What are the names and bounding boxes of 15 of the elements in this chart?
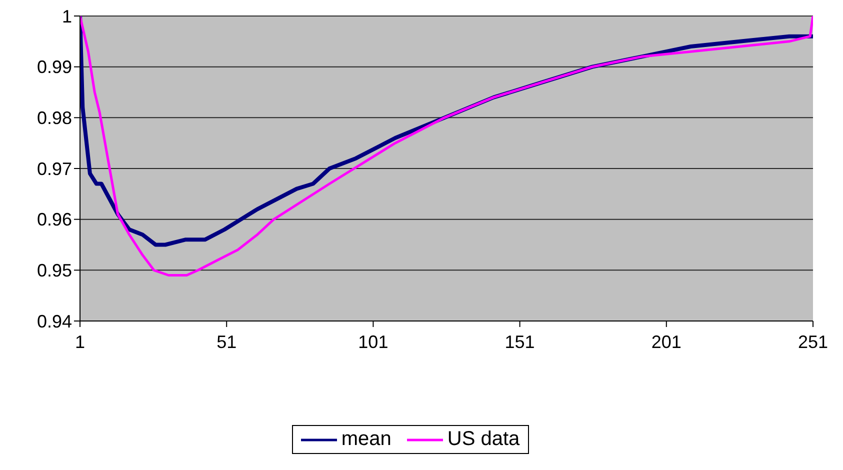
- y-tick-label: 0.97: [36, 158, 72, 179]
- y-tick-label: 0.98: [36, 108, 72, 128]
- x-tick-label: 201: [651, 332, 682, 352]
- x-tick-label: 251: [798, 332, 828, 352]
- x-tick-label: 101: [358, 332, 388, 352]
- legend-label: mean: [340, 428, 392, 451]
- x-tick-label: 1: [74, 332, 86, 352]
- y-tick-label: 0.95: [36, 260, 72, 281]
- y-tick-label: 0.99: [36, 57, 72, 78]
- x-tick-label: 151: [504, 332, 535, 352]
- legend-label: US data: [446, 428, 520, 451]
- x-tick-label: 51: [216, 332, 237, 352]
- y-tick-label: 1: [62, 6, 72, 26]
- y-tick-label: 0.94: [36, 311, 72, 332]
- y-tick-label: 0.96: [36, 210, 72, 230]
